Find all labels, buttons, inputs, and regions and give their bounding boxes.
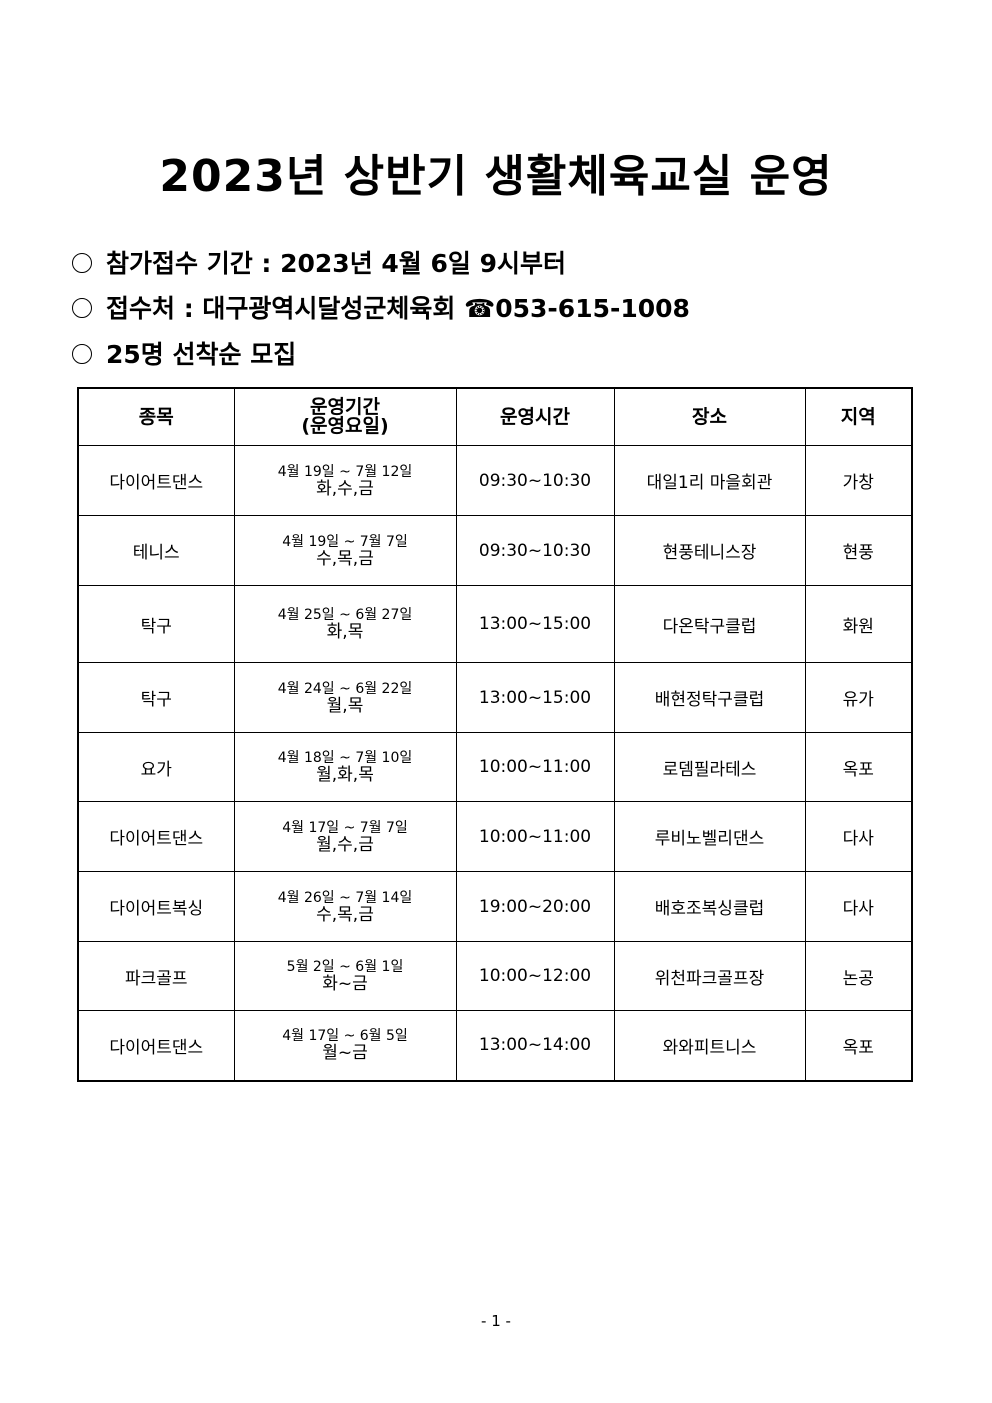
header-place: 장소 [613, 387, 806, 446]
header-sport: 종목 [77, 387, 235, 446]
table-row: 다이어트복싱 4월 26일 ~ 7월 14일 수,목,금 19:00~20:00 배호조… [77, 871, 913, 942]
table-row: 요가 4월 18일 ~ 7월 10일 월,화,목 10:00~11:00 로뎀필라테스 옥… [77, 732, 913, 802]
cell-period: 4월 25일 ~ 6월 27일 화,목 [233, 585, 457, 663]
header-region: 지역 [804, 387, 913, 446]
cell-region: 옥포 [804, 732, 913, 802]
cell-place: 현풍테니스장 [613, 515, 806, 586]
cell-period: 4월 19일 ~ 7월 7일 수,목,금 [233, 515, 457, 586]
cell-region: 가창 [804, 445, 913, 516]
cell-place: 로뎀필라테스 [613, 732, 806, 802]
cell-place: 루비노벨리댄스 [613, 801, 806, 872]
cell-place: 다온탁구클럽 [613, 585, 806, 663]
document-title: 2023년 상반기 생활체육교실 운영 [159, 151, 833, 202]
cell-region: 유가 [804, 662, 913, 733]
circle-bullet-icon [72, 253, 92, 273]
period-dates: 5월 2일 ~ 6월 1일 [286, 959, 404, 975]
cell-sport: 다이어트댄스 [77, 1010, 235, 1081]
info-registration-office: 접수처 : 대구광역시달성군체육회 ☎053-615-1008 [72, 289, 690, 325]
cell-sport: 탁구 [77, 585, 235, 663]
cell-period: 4월 19일 ~ 7월 12일 화,수,금 [233, 445, 457, 516]
cell-period: 5월 2일 ~ 6월 1일 화~금 [233, 941, 457, 1011]
cell-period: 4월 17일 ~ 6월 5일 월~금 [233, 1010, 457, 1081]
page-number: - 1 - [481, 1312, 511, 1330]
cell-place: 배현정탁구클럽 [613, 662, 806, 733]
circle-bullet-icon [72, 344, 92, 364]
cell-region: 논공 [804, 941, 913, 1011]
table-row: 테니스 4월 19일 ~ 7월 7일 수,목,금 09:30~10:30 현풍테니스장 현… [77, 515, 913, 586]
cell-place: 배호조복싱클럽 [613, 871, 806, 942]
period-days: 화,목 [326, 622, 364, 642]
table-row: 파크골프 5월 2일 ~ 6월 1일 화~금 10:00~12:00 위천파크골프장 논공 [77, 941, 913, 1011]
cell-place: 와와피트니스 [613, 1010, 806, 1081]
cell-time: 10:00~12:00 [455, 941, 615, 1011]
cell-sport: 다이어트복싱 [77, 871, 235, 942]
cell-time: 09:30~10:30 [455, 445, 615, 516]
cell-sport: 요가 [77, 732, 235, 802]
info-text: 25명 선착순 모집 [106, 340, 297, 369]
table-row: 다이어트댄스 4월 17일 ~ 6월 5일 월~금 13:00~14:00 와와피트니스… [77, 1010, 913, 1081]
period-dates: 4월 24일 ~ 6월 22일 [277, 680, 413, 697]
table-header-row: 종목 운영기간 (운영요일) 운영시간 장소 지역 [77, 387, 913, 446]
period-days: 화,수,금 [316, 478, 374, 499]
info-registration-period: 참가접수 기간 : 2023년 4월 6일 9시부터 [72, 244, 566, 280]
cell-period: 4월 26일 ~ 7월 14일 수,목,금 [233, 871, 457, 942]
period-days: 월,목 [326, 695, 364, 716]
cell-place: 대일1리 마을회관 [613, 445, 806, 516]
cell-region: 현풍 [804, 515, 913, 586]
cell-place: 위천파크골프장 [613, 941, 806, 1011]
cell-sport: 탁구 [77, 662, 235, 733]
info-text: 참가접수 기간 : 2023년 4월 6일 9시부터 [106, 249, 566, 278]
period-dates: 4월 25일 ~ 6월 27일 [277, 607, 413, 623]
period-dates: 4월 17일 ~ 7월 7일 [282, 819, 408, 836]
period-dates: 4월 17일 ~ 6월 5일 [282, 1028, 408, 1045]
cell-time: 10:00~11:00 [455, 732, 615, 802]
period-days: 월~금 [322, 1043, 368, 1064]
header-days-label: (운영요일) [301, 415, 389, 437]
cell-time: 13:00~15:00 [455, 585, 615, 663]
period-days: 수,목,금 [316, 904, 374, 925]
info-recruitment: 25명 선착순 모집 [72, 335, 296, 371]
schedule-table: 종목 운영기간 (운영요일) 운영시간 장소 지역 다이어트댄스 4월 19일 ~ … [77, 387, 913, 1082]
cell-time: 10:00~11:00 [455, 801, 615, 872]
cell-region: 다사 [804, 871, 913, 942]
cell-time: 09:30~10:30 [455, 515, 615, 586]
period-dates: 4월 18일 ~ 7월 10일 [277, 750, 413, 766]
table-row: 탁구 4월 25일 ~ 6월 27일 화,목 13:00~15:00 다온탁구클럽 화원 [77, 585, 913, 663]
cell-period: 4월 18일 ~ 7월 10일 월,화,목 [233, 732, 457, 802]
period-days: 화~금 [322, 974, 368, 994]
circle-bullet-icon [72, 298, 92, 318]
cell-region: 다사 [804, 801, 913, 872]
cell-sport: 다이어트댄스 [77, 801, 235, 872]
cell-time: 13:00~14:00 [455, 1010, 615, 1081]
cell-period: 4월 17일 ~ 7월 7일 월,수,금 [233, 801, 457, 872]
period-dates: 4월 19일 ~ 7월 7일 [282, 533, 408, 550]
cell-time: 13:00~15:00 [455, 662, 615, 733]
period-dates: 4월 26일 ~ 7월 14일 [277, 889, 413, 906]
cell-sport: 테니스 [77, 515, 235, 586]
table-row: 다이어트댄스 4월 19일 ~ 7월 12일 화,수,금 09:30~10:30 대일1… [77, 445, 913, 516]
table-row: 다이어트댄스 4월 17일 ~ 7월 7일 월,수,금 10:00~11:00 루비노벨… [77, 801, 913, 872]
cell-time: 19:00~20:00 [455, 871, 615, 942]
header-period: 운영기간 (운영요일) [233, 387, 457, 446]
period-days: 월,화,목 [316, 765, 374, 785]
info-text: 접수처 : 대구광역시달성군체육회 ☎053-615-1008 [106, 294, 690, 323]
period-days: 수,목,금 [316, 548, 374, 569]
header-period-label: 운영기간 [310, 396, 380, 418]
cell-region: 옥포 [804, 1010, 913, 1081]
header-time: 운영시간 [455, 387, 615, 446]
cell-region: 화원 [804, 585, 913, 663]
period-dates: 4월 19일 ~ 7월 12일 [277, 463, 413, 480]
table-row: 탁구 4월 24일 ~ 6월 22일 월,목 13:00~15:00 배현정탁구클럽 유가 [77, 662, 913, 733]
cell-sport: 다이어트댄스 [77, 445, 235, 516]
cell-period: 4월 24일 ~ 6월 22일 월,목 [233, 662, 457, 733]
cell-sport: 파크골프 [77, 941, 235, 1011]
period-days: 월,수,금 [316, 834, 374, 855]
